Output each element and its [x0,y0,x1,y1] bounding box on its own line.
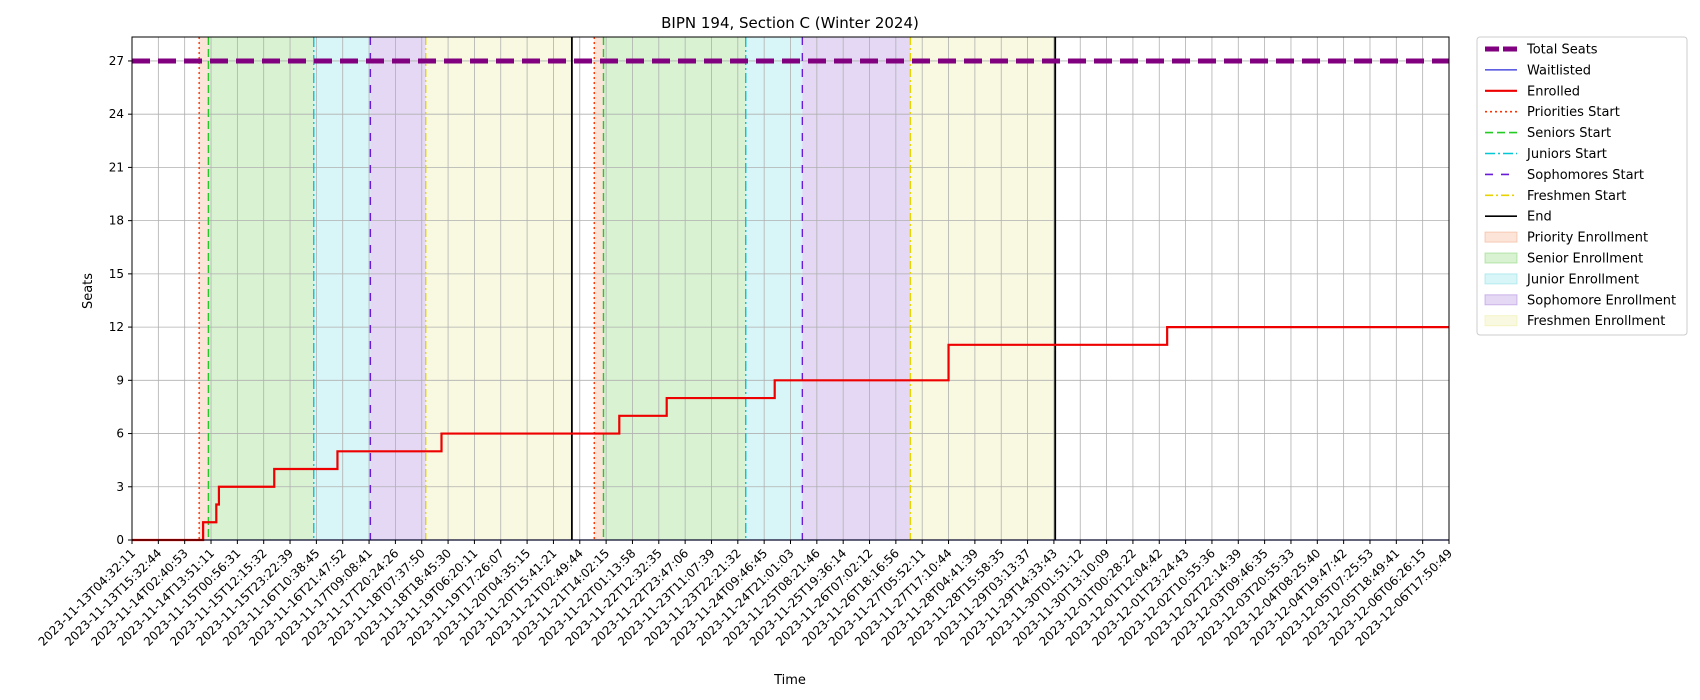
legend-label-priority-enrollment: Priority Enrollment [1527,231,1648,246]
legend-box [1476,36,1688,336]
legend-label-total-seats: Total Seats [1526,43,1598,58]
y-tick-label: 24 [109,107,124,121]
legend-label-waitlisted: Waitlisted [1527,63,1591,78]
x-axis-label: Time [773,673,806,688]
legend-label-seniors-start: Seniors Start [1527,126,1611,141]
y-tick-label: 18 [109,214,124,228]
legend-label-freshmen-start: Freshmen Start [1527,189,1626,204]
region-junior-enrollment [745,37,803,540]
legend-label-senior-enrollment: Senior Enrollment [1527,252,1643,267]
plot-area: 03691215182124272023-11-13T04:32:112023-… [36,36,1455,649]
legend-swatch-junior-enrollment [1484,273,1518,285]
region-sophomore-enrollment [370,37,426,540]
legend-label-freshmen-enrollment: Freshmen Enrollment [1527,314,1665,329]
legend-label-sophomore-enrollment: Sophomore Enrollment [1527,293,1676,308]
legend-label-priorities-start: Priorities Start [1527,105,1620,120]
legend-label-enrolled: Enrolled [1527,84,1580,99]
y-tick-label: 12 [109,320,124,334]
y-tick-label: 21 [109,160,124,174]
legend-label-sophomores-start: Sophomores Start [1527,168,1644,183]
y-tick-label: 9 [116,373,124,387]
region-senior-enrollment [208,37,314,540]
y-axis-label: Seats [81,273,96,309]
y-tick-label: 6 [116,427,124,441]
legend: Total Seats Waitlisted Enrolled Priorities … [1476,36,1688,336]
region-priority-enrollment [594,37,604,540]
series-enrolled [132,325,1449,542]
y-tick-label: 15 [109,267,124,281]
y-tick-label: 0 [116,533,124,547]
region-freshmen-enrollment [910,37,1056,540]
legend-swatch-senior-enrollment [1484,252,1518,264]
legend-label-juniors-start: Juniors Start [1526,147,1607,162]
y-tick-label: 27 [109,54,124,68]
region-freshmen-enrollment [425,37,572,540]
legend-label-junior-enrollment: Junior Enrollment [1526,272,1639,287]
region-priority-enrollment [199,37,209,540]
legend-label-end: End [1527,210,1552,225]
chart-title: BIPN 194, Section C (Winter 2024) [661,14,919,32]
region-sophomore-enrollment [802,37,911,540]
region-junior-enrollment [313,37,371,540]
legend-swatch-freshmen-enrollment [1484,315,1518,327]
y-tick-label: 3 [116,480,124,494]
legend-swatch-priority-enrollment [1484,231,1518,243]
legend-swatch-sophomore-enrollment [1484,294,1518,306]
region-senior-enrollment [603,37,746,540]
